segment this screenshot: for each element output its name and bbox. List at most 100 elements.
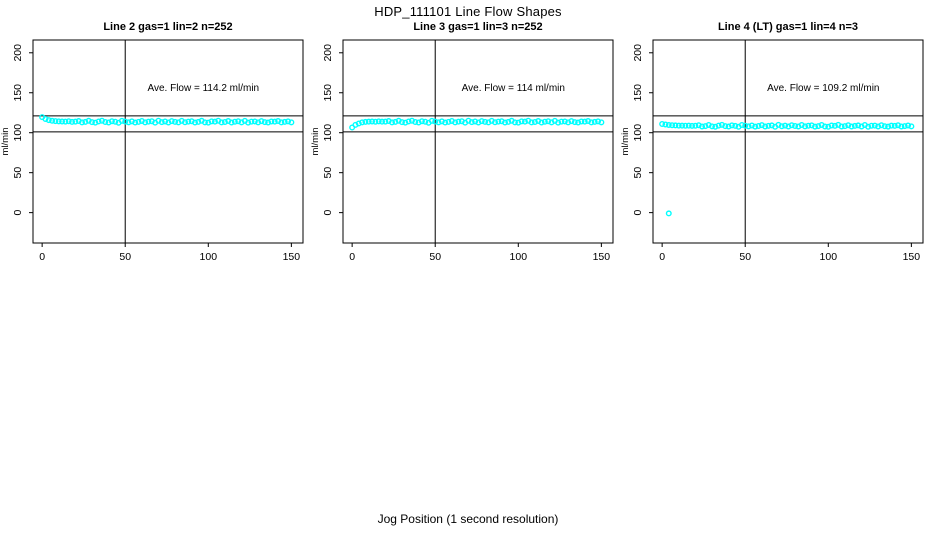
data-point	[102, 118, 109, 125]
reference-lines	[343, 40, 613, 243]
data-point	[432, 118, 439, 125]
data-point	[689, 122, 696, 129]
data-point	[792, 122, 799, 129]
data-point	[782, 122, 789, 129]
data-point	[49, 117, 56, 124]
data-point	[588, 119, 595, 126]
flow-scatter-plot-line-4: 0 50 100 150 0 50 100 150 200 ml/min Ave. Flow = 1…	[620, 39, 924, 263]
data-point	[699, 123, 706, 130]
data-point	[125, 119, 132, 126]
y-axis-tick-label: 0	[322, 210, 334, 216]
y-axis-tick-label: 50	[12, 167, 24, 179]
data-point	[418, 118, 425, 125]
data-point	[901, 123, 908, 130]
data-point	[79, 119, 86, 126]
flow-scatter-plot-line-3: 0 50 100 150 0 50 100 150 200 ml/min Ave. Flow = 1…	[310, 39, 614, 263]
data-point	[591, 118, 598, 125]
data-point	[692, 122, 699, 129]
data-point	[369, 118, 376, 125]
data-point	[662, 121, 669, 128]
data-point	[445, 118, 452, 125]
data-point	[871, 122, 878, 129]
data-point	[805, 122, 812, 129]
data-point	[221, 118, 228, 125]
data-point	[752, 123, 759, 130]
data-point	[848, 123, 855, 130]
data-point	[62, 118, 69, 125]
data-point	[442, 119, 449, 126]
data-point	[695, 122, 702, 129]
data-point	[218, 119, 225, 126]
x-axis-tick-label: 100	[820, 251, 838, 263]
data-point	[545, 118, 552, 125]
data-point	[69, 118, 76, 125]
data-point	[675, 122, 682, 129]
page-title: HDP_111101 Line Flow Shapes	[374, 4, 562, 19]
data-point	[868, 122, 875, 129]
data-point	[55, 118, 62, 125]
x-axis-tick-label: 0	[659, 251, 665, 263]
x-axis-label: Jog Position (1 second resolution)	[377, 512, 559, 526]
data-point	[482, 118, 489, 125]
x-axis-tick-label: 150	[283, 251, 301, 263]
y-axis-tick-label: 100	[12, 124, 24, 142]
data-point	[59, 118, 66, 125]
data-point	[728, 122, 735, 129]
data-point	[278, 119, 285, 126]
data-point	[712, 123, 719, 130]
data-point	[732, 122, 739, 129]
data-point	[472, 118, 479, 125]
data-point	[208, 118, 215, 125]
data-point	[248, 118, 255, 125]
data-point	[45, 117, 52, 124]
data-point	[261, 119, 268, 126]
data-point	[825, 123, 832, 130]
y-axis-tick-label: 0	[632, 210, 644, 216]
plot-box	[652, 39, 924, 244]
data-point	[172, 118, 179, 125]
data-point	[565, 119, 572, 126]
data-point	[495, 118, 502, 125]
data-point	[568, 118, 575, 125]
data-point	[908, 123, 915, 130]
data-point	[392, 118, 399, 125]
data-point	[492, 119, 499, 126]
data-point	[375, 118, 382, 125]
data-point	[578, 118, 585, 125]
panel-title-line-3: Line 3 gas=1 lin=3 n=252	[413, 21, 543, 33]
avg-flow-annotation: Ave. Flow = 114.2 ml/min	[147, 83, 259, 94]
data-point	[501, 119, 508, 126]
y-axis-tick-label: 50	[632, 167, 644, 179]
data-point	[231, 118, 238, 125]
data-point	[821, 123, 828, 130]
data-point	[42, 115, 49, 122]
data-point	[828, 122, 835, 129]
data-point	[478, 118, 485, 125]
data-point	[702, 123, 709, 130]
data-point	[788, 122, 795, 129]
data-point	[725, 123, 732, 130]
data-point	[855, 122, 862, 129]
data-point	[665, 121, 672, 128]
data-point	[659, 120, 666, 127]
data-point	[195, 118, 202, 125]
avg-flow-annotation: Ave. Flow = 109.2 ml/min	[767, 83, 879, 94]
data-point	[105, 119, 112, 126]
reference-lines	[653, 40, 923, 243]
data-point	[738, 122, 745, 129]
y-axis-tick-label: 150	[12, 84, 24, 102]
data-point	[201, 119, 208, 126]
data-point	[362, 118, 369, 125]
data-point	[748, 122, 755, 129]
data-point	[92, 119, 99, 126]
data-point	[228, 119, 235, 126]
data-point	[122, 118, 129, 125]
x-axis-tick-label: 0	[349, 251, 355, 263]
data-point	[575, 119, 582, 126]
data-point	[128, 118, 135, 125]
plot-box	[32, 39, 304, 244]
data-point	[359, 119, 366, 126]
y-axis-tick-label: 100	[632, 124, 644, 142]
data-point	[802, 123, 809, 130]
data-point	[235, 118, 242, 125]
